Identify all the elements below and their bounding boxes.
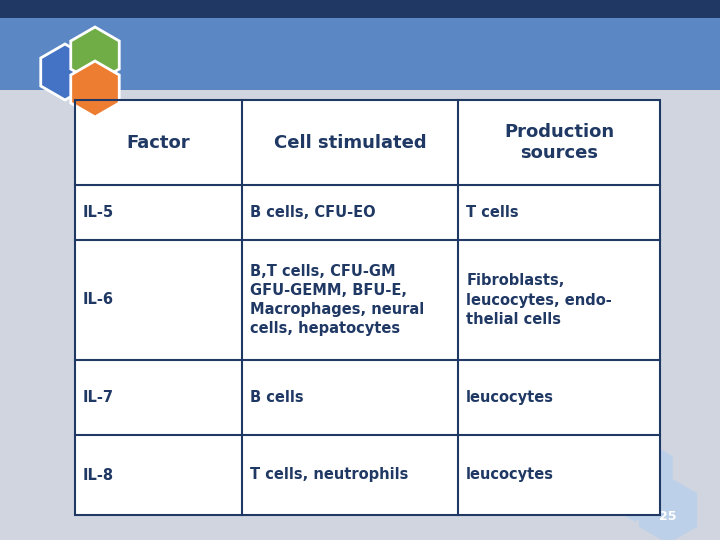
Text: T cells: T cells — [466, 205, 519, 220]
Text: B,T cells, CFU-GM
GFU-GEMM, BFU-E,
Macrophages, neural
cells, hepatocytes: B,T cells, CFU-GM GFU-GEMM, BFU-E, Macro… — [250, 264, 424, 336]
Text: B cells, CFU-EO: B cells, CFU-EO — [250, 205, 375, 220]
Text: IL-7: IL-7 — [83, 390, 114, 405]
Polygon shape — [598, 436, 671, 520]
Text: Fibroblasts,
leucocytes, endo-
thelial cells: Fibroblasts, leucocytes, endo- thelial c… — [466, 273, 612, 327]
Polygon shape — [41, 44, 89, 100]
Bar — [75, 100, 660, 515]
Text: 25: 25 — [660, 510, 677, 523]
Polygon shape — [71, 27, 120, 83]
Bar — [0, 18, 720, 90]
Text: T cells, neutrophils: T cells, neutrophils — [250, 468, 408, 483]
Text: Factor: Factor — [127, 133, 190, 152]
Text: leucocytes: leucocytes — [466, 468, 554, 483]
Text: IL-8: IL-8 — [83, 468, 114, 483]
Text: IL-6: IL-6 — [83, 293, 114, 307]
Text: leucocytes: leucocytes — [466, 390, 554, 405]
Bar — [75, 100, 660, 515]
Bar — [0, 0, 720, 18]
Text: B cells: B cells — [250, 390, 303, 405]
Text: IL-5: IL-5 — [83, 205, 114, 220]
Polygon shape — [71, 61, 120, 117]
Polygon shape — [640, 478, 696, 540]
Text: Production
sources: Production sources — [504, 123, 614, 162]
Text: Cell stimulated: Cell stimulated — [274, 133, 426, 152]
